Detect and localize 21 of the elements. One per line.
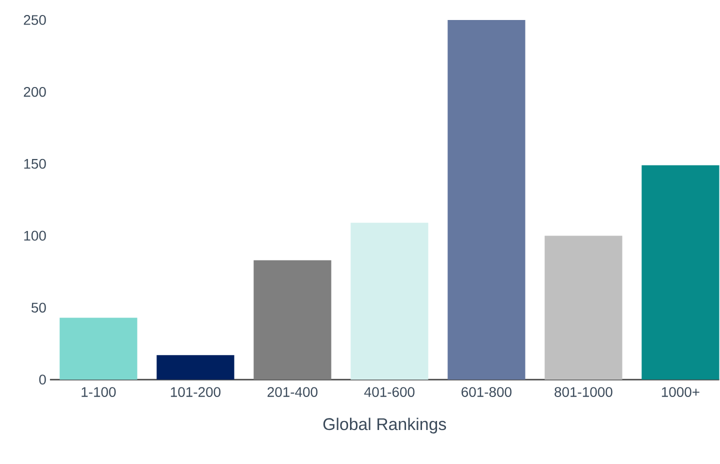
y-tick-label: 200 [24, 87, 46, 98]
x-tick-label: 201-400 [268, 387, 318, 398]
bar [642, 166, 720, 380]
bar [448, 20, 526, 380]
x-tick-label: 101-200 [170, 387, 220, 398]
y-tick-label: 150 [24, 159, 46, 169]
bar [60, 318, 138, 380]
y-tick-label: 50 [31, 302, 46, 313]
x-axis-title: Global Rankings [323, 418, 446, 434]
bar [156, 355, 234, 380]
x-tick-label: 1-100 [82, 387, 116, 398]
y-tick-label: 250 [24, 15, 46, 26]
bar [254, 260, 332, 380]
x-tick-label: 401-600 [364, 387, 414, 398]
x-tick-label: 801-1000 [554, 387, 612, 398]
x-tick-label: 1000+ [662, 387, 700, 398]
bar [544, 236, 622, 380]
x-tick-label: 601-800 [462, 387, 512, 398]
bar [350, 223, 428, 380]
y-tick-label: 100 [24, 231, 46, 241]
y-tick-label: 0 [39, 374, 46, 385]
